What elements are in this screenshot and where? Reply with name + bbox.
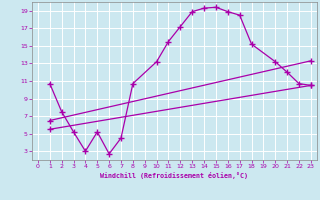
X-axis label: Windchill (Refroidissement éolien,°C): Windchill (Refroidissement éolien,°C) [100,172,248,179]
